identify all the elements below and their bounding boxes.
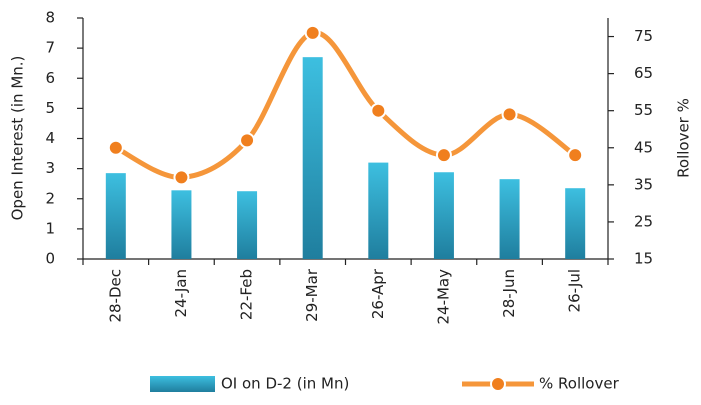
- x-tick-label: 24-May: [434, 269, 452, 325]
- legend-marker: [490, 376, 506, 392]
- bar: [368, 162, 389, 259]
- x-tick-label: 24-Jan: [172, 269, 190, 317]
- y2-tick-label: 45: [634, 138, 653, 156]
- x-tick-label: 28-Jun: [500, 269, 518, 318]
- y2-tick-label: 25: [634, 212, 653, 230]
- y-tick-label: 2: [45, 189, 55, 207]
- y2-tick-label: 35: [634, 175, 653, 193]
- y-tick-label: 0: [45, 250, 55, 268]
- line-marker: [435, 147, 452, 164]
- y-axis-label: Open Interest (in Mn.): [9, 56, 27, 221]
- y-tick-label: 7: [45, 39, 55, 57]
- x-tick-label: 29-Mar: [303, 268, 321, 322]
- x-tick-label: 26-Apr: [369, 268, 387, 319]
- bar: [565, 188, 586, 259]
- y-tick-label: 3: [45, 159, 55, 177]
- line-marker: [304, 24, 321, 41]
- y-tick-label: 5: [45, 99, 55, 117]
- y-tick-label: 1: [45, 219, 55, 237]
- y2-tick-label: 65: [634, 64, 653, 82]
- y2-tick-label: 55: [634, 101, 653, 119]
- y2-tick-label: 15: [634, 250, 653, 268]
- line-marker: [107, 139, 124, 156]
- y-tick-label: 8: [45, 9, 55, 27]
- y-tick-label: 6: [45, 69, 55, 87]
- y2-axis-label: Rollover %: [675, 98, 693, 178]
- bar: [105, 173, 126, 259]
- y-tick-label: 4: [45, 129, 55, 147]
- bar: [433, 172, 454, 259]
- x-tick-label: 26-Jul: [566, 269, 584, 312]
- bar: [499, 179, 520, 259]
- line: [113, 30, 578, 180]
- x-tick-label: 22-Feb: [238, 269, 256, 320]
- bar: [302, 57, 323, 259]
- x-tick-label: 28-Dec: [106, 269, 124, 323]
- legend-label: % Rollover: [539, 375, 620, 393]
- bar: [237, 191, 258, 259]
- bar: [171, 190, 192, 259]
- line-marker: [501, 106, 518, 123]
- line-marker: [567, 147, 584, 164]
- line-marker: [370, 102, 387, 119]
- line-marker: [173, 169, 190, 186]
- legend-swatch: [150, 376, 215, 392]
- line-marker: [239, 132, 256, 149]
- legend-label: OI on D-2 (in Mn): [221, 375, 349, 393]
- y2-tick-label: 75: [634, 27, 653, 45]
